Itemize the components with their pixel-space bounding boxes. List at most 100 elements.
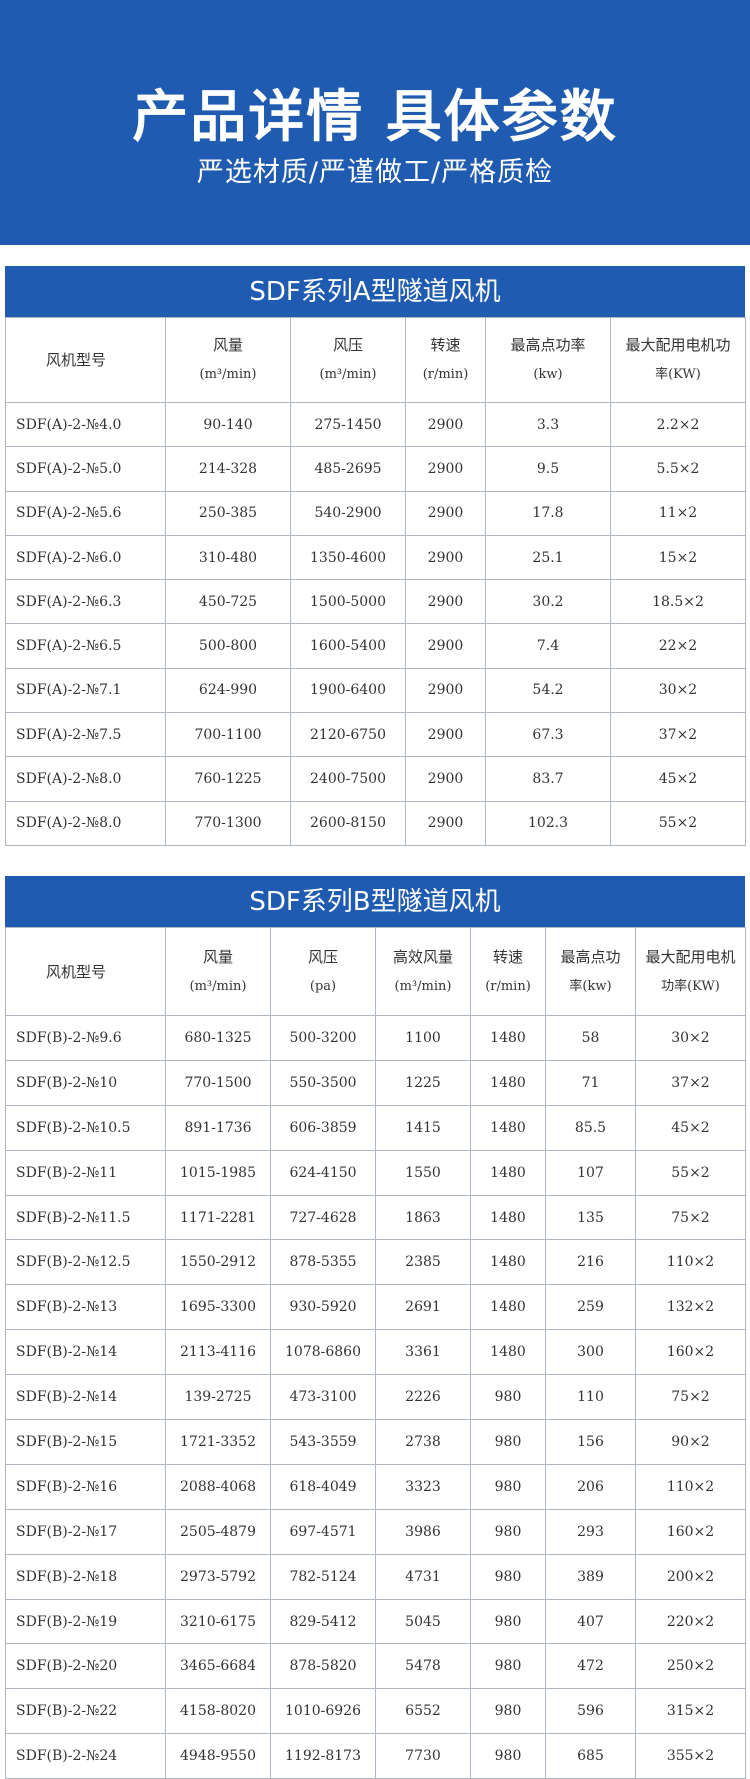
value-cell: 829-5412 bbox=[270, 1598, 376, 1645]
column-header-label: 风机型号 bbox=[46, 351, 107, 369]
model-cell: SDF(B)-2-№13 bbox=[5, 1284, 166, 1331]
value-cell: 4731 bbox=[375, 1553, 471, 1600]
model-cell: SDF(B)-2-№16 bbox=[5, 1463, 166, 1510]
value-cell: 1695-3300 bbox=[165, 1284, 271, 1331]
value-cell: 18.5×2 bbox=[610, 579, 746, 625]
spec-table-a: 风机型号 风量 (m³/min) 风压 (m³/min) 转速 (r/min) 最高点功率 (k… bbox=[5, 317, 746, 846]
column-header: 转速 (r/min) bbox=[405, 317, 486, 403]
table-a-title: SDF系列A型隧道风机 bbox=[5, 266, 745, 317]
table-row: SDF(B)-2-№12.5 1550-2912 878-5355 2385 1480 2… bbox=[5, 1239, 746, 1286]
model-cell: SDF(A)-2-№8.0 bbox=[5, 800, 166, 846]
value-cell: 216 bbox=[545, 1239, 636, 1286]
value-cell: 700-1100 bbox=[165, 712, 291, 758]
column-header-unit: 功率(KW) bbox=[661, 978, 720, 994]
value-cell: 760-1225 bbox=[165, 756, 291, 802]
table-row: SDF(B)-2-№11 1015-1985 624-4150 1550 1480 107… bbox=[5, 1149, 746, 1196]
model-cell: SDF(B)-2-№24 bbox=[5, 1733, 166, 1779]
model-cell: SDF(B)-2-№11 bbox=[5, 1149, 166, 1196]
value-cell: 1480 bbox=[470, 1149, 546, 1196]
value-cell: 22×2 bbox=[610, 623, 746, 669]
value-cell: 110×2 bbox=[635, 1463, 746, 1510]
column-header-unit: (m³/min) bbox=[319, 367, 377, 382]
value-cell: 770-1300 bbox=[165, 800, 291, 846]
value-cell: 2900 bbox=[405, 623, 486, 669]
value-cell: 25.1 bbox=[485, 534, 611, 581]
table-row: SDF(B)-2-№9.6 680-1325 500-3200 1100 1480 58 3… bbox=[5, 1015, 746, 1061]
value-cell: 1225 bbox=[375, 1059, 471, 1106]
value-cell: 67.3 bbox=[485, 712, 611, 758]
model-cell: SDF(A)-2-№6.5 bbox=[5, 623, 166, 669]
column-header-label: 风机型号 bbox=[46, 962, 107, 981]
value-cell: 3.3 bbox=[485, 401, 611, 448]
table-a-section: SDF系列A型隧道风机 风机型号 风量 (m³/min) 风压 (m³/min) 转速 (r… bbox=[5, 266, 746, 846]
model-cell: SDF(B)-2-№22 bbox=[5, 1688, 166, 1735]
value-cell: 250×2 bbox=[635, 1643, 746, 1690]
value-cell: 2900 bbox=[405, 401, 486, 448]
value-cell: 1500-5000 bbox=[290, 579, 406, 625]
value-cell: 2900 bbox=[405, 667, 486, 714]
value-cell: 2900 bbox=[405, 712, 486, 758]
table-row: SDF(B)-2-№10 770-1500 550-3500 1225 1480 71 37… bbox=[5, 1059, 746, 1106]
table-row: SDF(B)-2-№18 2973-5792 782-5124 4731 980 389 2… bbox=[5, 1553, 746, 1600]
value-cell: 1078-6860 bbox=[270, 1329, 376, 1376]
value-cell: 980 bbox=[470, 1374, 546, 1421]
column-header-label: 最大配用电机功 bbox=[625, 336, 731, 354]
value-cell: 1480 bbox=[470, 1239, 546, 1286]
column-header: 转速 (r/min) bbox=[470, 927, 546, 1016]
value-cell: 102.3 bbox=[485, 800, 611, 846]
value-cell: 878-5355 bbox=[270, 1239, 376, 1286]
value-cell: 2900 bbox=[405, 800, 486, 846]
column-header-label: 最高点功 bbox=[560, 947, 621, 966]
model-cell: SDF(B)-2-№20 bbox=[5, 1643, 166, 1690]
column-header-label: 风压 bbox=[307, 947, 338, 966]
model-cell: SDF(B)-2-№19 bbox=[5, 1598, 166, 1645]
value-cell: 275-1450 bbox=[290, 401, 406, 448]
value-cell: 1171-2281 bbox=[165, 1194, 271, 1241]
value-cell: 5478 bbox=[375, 1643, 471, 1690]
table-row: SDF(B)-2-№22 4158-8020 1010-6926 6552 980 596… bbox=[5, 1688, 746, 1735]
value-cell: 727-4628 bbox=[270, 1194, 376, 1241]
model-cell: SDF(B)-2-№17 bbox=[5, 1508, 166, 1555]
value-cell: 2691 bbox=[375, 1284, 471, 1331]
model-cell: SDF(B)-2-№10.5 bbox=[5, 1104, 166, 1151]
value-cell: 30.2 bbox=[485, 579, 611, 625]
model-cell: SDF(A)-2-№5.0 bbox=[5, 446, 166, 492]
column-header-label: 最大配用电机 bbox=[645, 947, 736, 966]
column-header: 风机型号 bbox=[5, 927, 166, 1016]
value-cell: 156 bbox=[545, 1419, 636, 1465]
value-cell: 980 bbox=[470, 1688, 546, 1735]
value-cell: 1863 bbox=[375, 1194, 471, 1241]
value-cell: 500-800 bbox=[165, 623, 291, 669]
value-cell: 160×2 bbox=[635, 1329, 746, 1376]
value-cell: 980 bbox=[470, 1733, 546, 1779]
table-b-body: SDF(B)-2-№9.6 680-1325 500-3200 1100 1480 58 3… bbox=[5, 1015, 746, 1779]
table-row: SDF(A)-2-№4.0 90-140 275-1450 2900 3.3 2.2×2 bbox=[5, 401, 746, 448]
value-cell: 2113-4116 bbox=[165, 1329, 271, 1376]
value-cell: 45×2 bbox=[610, 756, 746, 802]
column-header-unit: (r/min) bbox=[485, 978, 531, 994]
value-cell: 980 bbox=[470, 1463, 546, 1510]
table-row: SDF(A)-2-№5.6 250-385 540-2900 2900 17.8 11×2 bbox=[5, 490, 746, 536]
value-cell: 450-725 bbox=[165, 579, 291, 625]
value-cell: 3210-6175 bbox=[165, 1598, 271, 1645]
column-header: 风量 (m³/min) bbox=[165, 927, 271, 1016]
value-cell: 1480 bbox=[470, 1194, 546, 1241]
value-cell: 3323 bbox=[375, 1463, 471, 1510]
value-cell: 2385 bbox=[375, 1239, 471, 1286]
value-cell: 2900 bbox=[405, 490, 486, 536]
value-cell: 680-1325 bbox=[165, 1015, 271, 1061]
value-cell: 132×2 bbox=[635, 1284, 746, 1331]
table-row: SDF(A)-2-№6.3 450-725 1500-5000 2900 30.2 18.… bbox=[5, 579, 746, 625]
value-cell: 83.7 bbox=[485, 756, 611, 802]
column-header-label: 转速 bbox=[492, 947, 523, 966]
table-row: SDF(B)-2-№11.5 1171-2281 727-4628 1863 1480 1… bbox=[5, 1194, 746, 1241]
value-cell: 1480 bbox=[470, 1284, 546, 1331]
column-header-unit: 率(KW) bbox=[655, 367, 701, 382]
value-cell: 110 bbox=[545, 1374, 636, 1421]
table-row: SDF(B)-2-№19 3210-6175 829-5412 5045 980 407 2… bbox=[5, 1598, 746, 1645]
table-row: SDF(B)-2-№10.5 891-1736 606-3859 1415 1480 85… bbox=[5, 1104, 746, 1151]
column-header-label: 最高点功率 bbox=[510, 336, 586, 354]
value-cell: 878-5820 bbox=[270, 1643, 376, 1690]
value-cell: 782-5124 bbox=[270, 1553, 376, 1600]
value-cell: 618-4049 bbox=[270, 1463, 376, 1510]
